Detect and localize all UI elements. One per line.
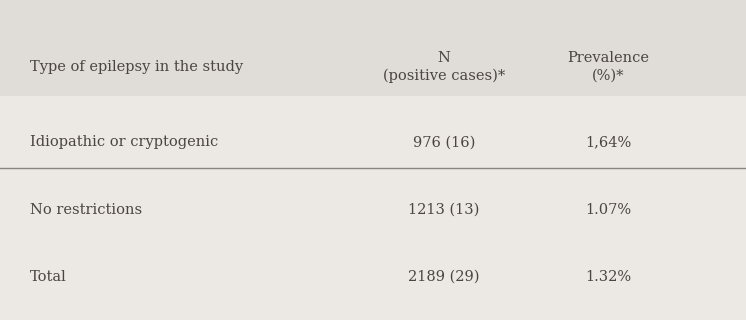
- Text: Prevalence
(%)*: Prevalence (%)*: [567, 51, 649, 83]
- Text: Total: Total: [30, 270, 66, 284]
- Text: 1,64%: 1,64%: [585, 135, 631, 149]
- Text: 976 (16): 976 (16): [413, 135, 475, 149]
- Text: 1.07%: 1.07%: [585, 203, 631, 217]
- Text: Idiopathic or cryptogenic: Idiopathic or cryptogenic: [30, 135, 218, 149]
- Text: 2189 (29): 2189 (29): [408, 270, 480, 284]
- Text: No restrictions: No restrictions: [30, 203, 142, 217]
- Text: 1.32%: 1.32%: [585, 270, 631, 284]
- Text: Type of epilepsy in the study: Type of epilepsy in the study: [30, 60, 243, 74]
- Text: N
(positive cases)*: N (positive cases)*: [383, 51, 505, 84]
- FancyBboxPatch shape: [0, 0, 746, 96]
- Text: 1213 (13): 1213 (13): [408, 203, 480, 217]
